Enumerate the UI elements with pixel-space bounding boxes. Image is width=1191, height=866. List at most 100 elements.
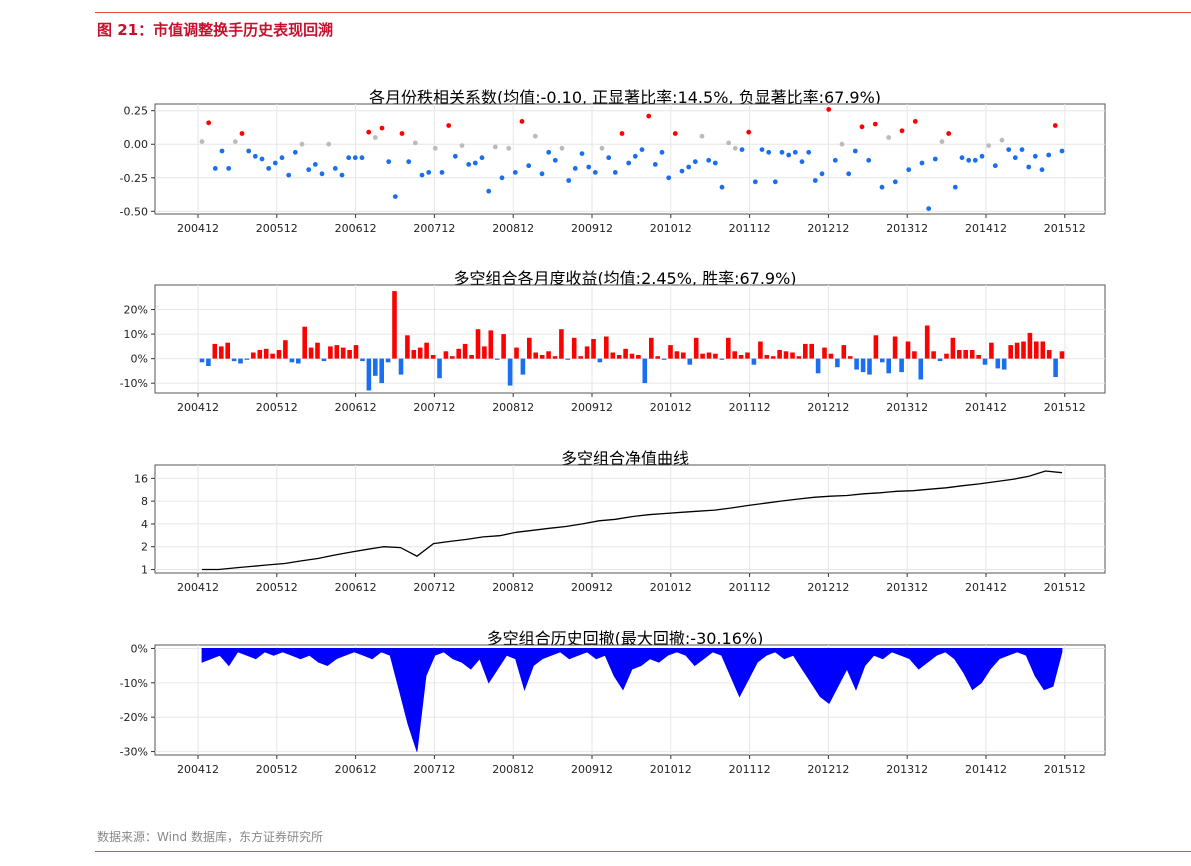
- chart2-bar: [353, 345, 359, 359]
- chart2-bar: [963, 350, 968, 359]
- chart1-point: [426, 170, 432, 175]
- chart3-xtick-label: 200512: [256, 581, 298, 594]
- chart2-bar: [360, 358, 365, 362]
- chart2-bar: [482, 346, 487, 359]
- chart2-bar: [1001, 358, 1007, 370]
- chart2-bar: [738, 355, 744, 359]
- chart2-bar: [880, 358, 885, 363]
- chart1-point: [1026, 164, 1032, 170]
- chart2-bar: [597, 358, 603, 363]
- chart1-point: [612, 170, 618, 175]
- chart3-nav-line: [202, 470, 1063, 571]
- chart3-xtick-label: 200712: [413, 581, 455, 594]
- chart1-point: [472, 160, 478, 166]
- chart4-title: 多空组合历史回撤(最大回撤:-30.16%): [486, 629, 764, 648]
- chart2-bar: [219, 346, 224, 359]
- chart1-point: [979, 153, 985, 159]
- chart1-point: [406, 159, 412, 165]
- chart2-bar: [456, 348, 461, 359]
- chart2-xtick-label: 201312: [886, 401, 928, 414]
- chart2-xtick-label: 201212: [807, 401, 849, 414]
- chart1-point: [559, 145, 565, 151]
- chart2-bar: [443, 351, 449, 359]
- chart1-point: [466, 162, 472, 167]
- chart1-panel: [154, 103, 1106, 215]
- chart2-bar: [719, 358, 725, 360]
- chart2-bar: [411, 350, 417, 359]
- chart2-bar: [257, 350, 263, 359]
- chart3-ytick-label: 1: [141, 564, 148, 577]
- chart1-point: [626, 160, 632, 166]
- chart1-point: [706, 157, 712, 163]
- chart1-point: [452, 153, 458, 159]
- chart1-point: [992, 163, 998, 169]
- chart4-xtick-label: 200912: [571, 763, 613, 776]
- chart1-point: [412, 140, 418, 146]
- chart2-bar: [424, 342, 429, 359]
- chart1-point: [319, 171, 325, 177]
- chart2-title: 多空组合各月度收益(均值:2.45%, 胜率:67.9%): [453, 269, 797, 288]
- chart4-xtick-label: 201312: [886, 763, 928, 776]
- chart1-point: [219, 148, 225, 154]
- chart1-point: [679, 168, 685, 174]
- chart2-ytick-label: -10%: [120, 377, 148, 390]
- chart2-bar: [591, 339, 596, 359]
- chart1-point: [339, 172, 345, 178]
- chart2-bar: [231, 358, 237, 362]
- chart2-bar: [693, 337, 699, 359]
- chart4-ytick-label: -30%: [120, 746, 148, 759]
- chart1-point: [892, 179, 898, 185]
- chart2-bar: [1014, 342, 1020, 359]
- chart1-point: [432, 145, 438, 151]
- chart2-bar: [687, 358, 693, 365]
- chart1-point: [879, 184, 885, 190]
- chart1-point: [806, 149, 812, 155]
- chart1-point: [439, 170, 445, 175]
- chart1-point: [206, 120, 212, 126]
- chart1-point: [592, 170, 598, 175]
- chart4-xtick-label: 201212: [807, 763, 849, 776]
- chart2-bar: [1034, 341, 1039, 359]
- chart1-point: [752, 179, 758, 185]
- chart1-point: [479, 155, 485, 161]
- chart2-bar: [199, 358, 205, 363]
- figure-title: 图 21：市值调整换手历史表现回溯: [97, 21, 334, 39]
- chart1-point: [786, 152, 792, 158]
- chart1-point: [946, 131, 952, 136]
- chart1-point: [372, 135, 378, 140]
- chart1-point: [859, 124, 865, 130]
- chart1-point: [352, 155, 358, 161]
- chart1-point: [1012, 155, 1018, 161]
- chart1-point: [392, 194, 398, 200]
- chart1-point: [286, 172, 292, 178]
- chart2-bar: [283, 340, 288, 359]
- chart2-bar: [533, 352, 538, 359]
- chart2-bar: [379, 358, 384, 384]
- chart1-point: [346, 155, 352, 161]
- chart2-bar: [860, 358, 866, 373]
- chart2-bar: [1021, 341, 1026, 359]
- chart2-bar: [328, 346, 333, 359]
- chart2-xtick-label: 200712: [413, 401, 455, 414]
- chart4-xtick-label: 200612: [335, 763, 377, 776]
- chart2-bar: [931, 351, 936, 359]
- chart1-point: [772, 179, 778, 185]
- chart2-bar: [1008, 345, 1013, 359]
- chart1-point: [686, 164, 692, 170]
- chart2-bar: [334, 345, 340, 359]
- chart1-point: [279, 155, 285, 161]
- chart1-point: [506, 145, 512, 151]
- chart1-point: [526, 163, 532, 169]
- chart2-bar: [527, 337, 532, 359]
- chart1-point: [606, 155, 612, 161]
- chart2-xtick-label: 200812: [492, 401, 534, 414]
- chart2-bar: [745, 352, 750, 359]
- chart2-bar: [803, 343, 808, 359]
- chart1-point: [486, 188, 492, 194]
- source-note: 数据来源：Wind 数据库，东方证券研究所: [97, 830, 323, 844]
- chart1-xtick-label: 201212: [807, 222, 849, 235]
- chart3-xtick-label: 201012: [650, 581, 692, 594]
- chart2-xtick-label: 201512: [1044, 401, 1086, 414]
- chart1-xtick-label: 200812: [492, 222, 534, 235]
- chart3-ytick-label: 4: [141, 518, 148, 531]
